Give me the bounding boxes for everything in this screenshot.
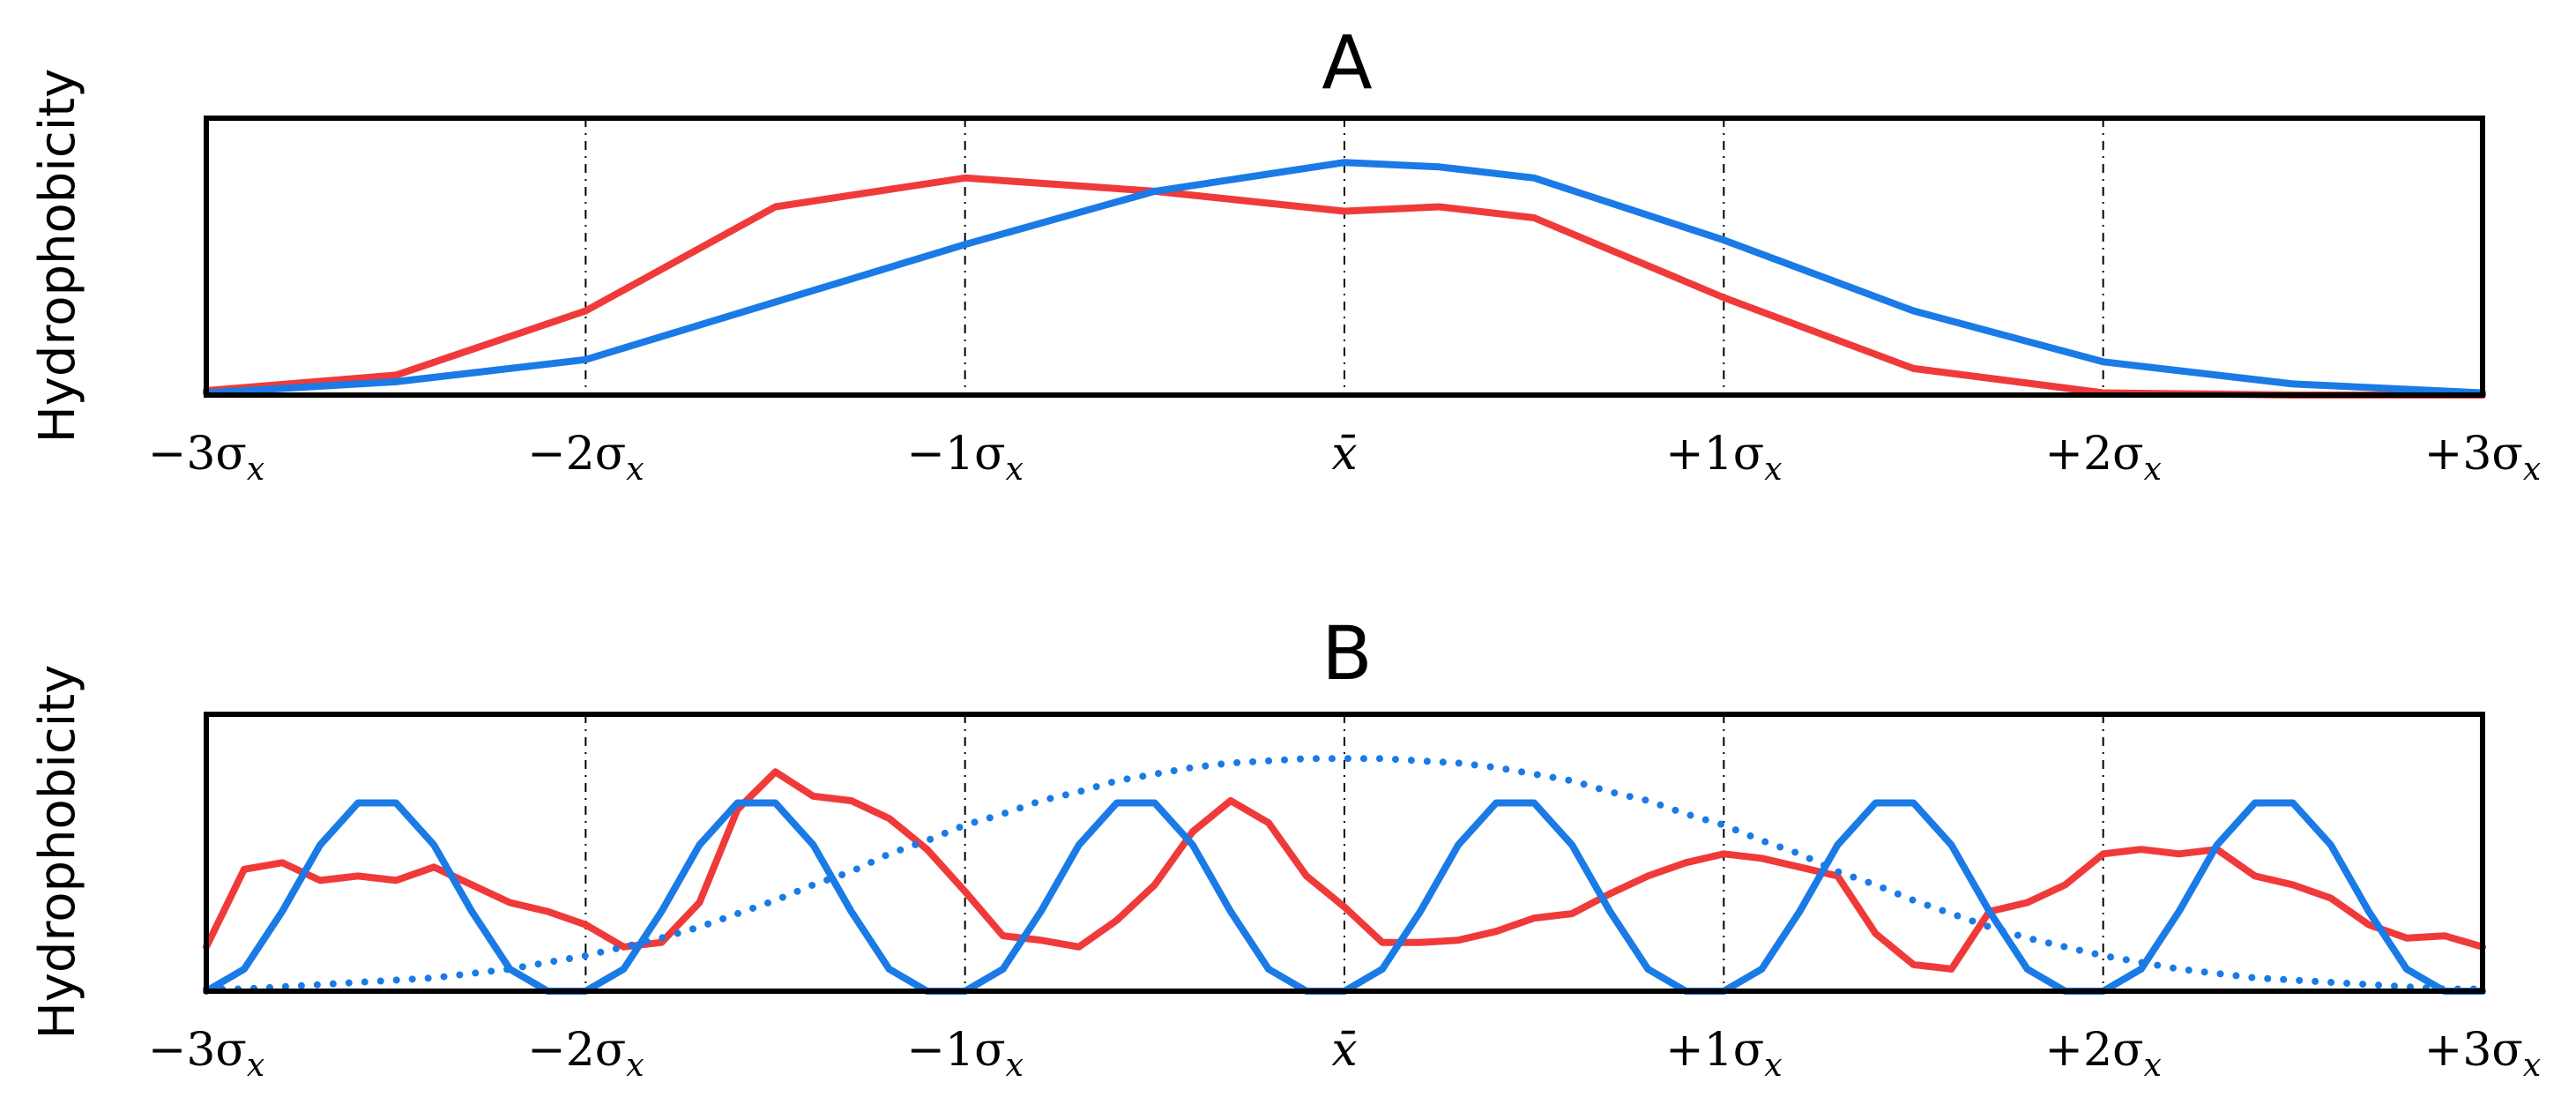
panel-a-y-axis-label: Hydrophobicity	[29, 69, 86, 444]
panel-b-x-tick-label: +3σx	[2424, 1024, 2541, 1084]
panel-b-y-axis-label: Hydrophobicity	[29, 665, 86, 1040]
panel-a-x-tick-label: +1σx	[1665, 428, 1782, 488]
panel-b-x-tick-label: −2σx	[527, 1024, 644, 1084]
panel-a-x-tick-labels: −3σx −2σx −1σx x̄ +1σx +2σx +3σx	[148, 428, 2541, 488]
panel-a-plot-frame	[204, 116, 2485, 398]
panel-b-plot-frame	[204, 712, 2485, 994]
panel-a-x-tick-label: x̄	[1331, 428, 1357, 481]
panel-a-series-line-1	[203, 174, 2486, 399]
panel-b-x-tick-label: −1σx	[906, 1024, 1023, 1084]
panel-b-x-tick-labels: −3σx −2σx −1σx x̄ +1σx +2σx +3σx	[148, 1024, 2541, 1084]
panel-a-x-tick-label: −1σx	[906, 428, 1023, 488]
panel-b-title: B	[1322, 610, 1373, 697]
panel-a-x-tick-label: +2σx	[2044, 428, 2161, 488]
panel-b-x-tick-label: +1σx	[1665, 1024, 1782, 1084]
panel-a-x-tick-label: −3σx	[148, 428, 264, 488]
panel-a-title: A	[1322, 19, 1372, 106]
panel-b-x-tick-label: x̄	[1331, 1024, 1357, 1077]
panel-b-gridlines	[584, 714, 2104, 991]
panel-b: B Hydrophobicity −3σx −2σx −1σx x̄ +1σx +2σx +…	[29, 610, 2541, 1084]
panel-b-envelope-dotted-line	[203, 755, 2486, 993]
panel-b-x-tick-label: −3σx	[148, 1024, 264, 1084]
panel-b-series-line-1	[203, 768, 2486, 973]
panel-a-x-tick-label: −2σx	[527, 428, 644, 488]
panel-b-x-tick-label: +2σx	[2044, 1024, 2161, 1084]
panel-a: A Hydrophobicity −3σx −2σx −1σx x̄ +1σx +2σx +…	[29, 19, 2541, 488]
panel-a-series	[203, 159, 2486, 399]
panel-a-series-line-2	[203, 159, 2486, 397]
panel-a-x-tick-label: +3σx	[2424, 428, 2541, 488]
